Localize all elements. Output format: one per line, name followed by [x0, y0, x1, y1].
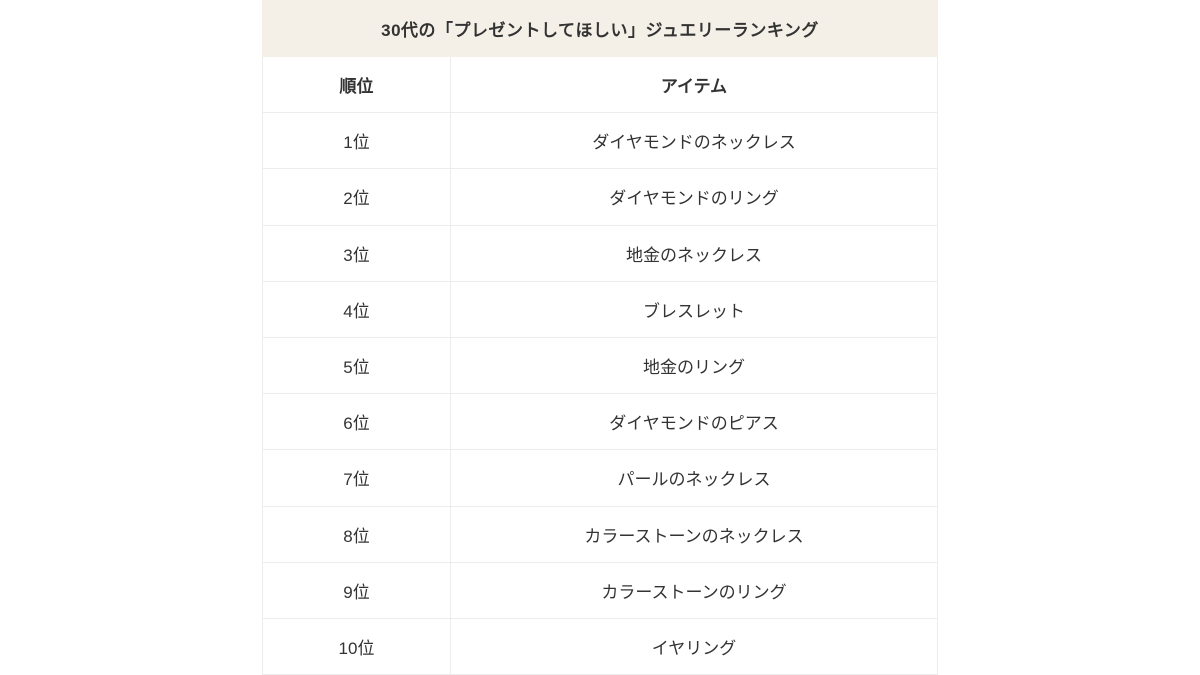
item-cell: イヤリング: [651, 638, 737, 658]
rank-cell: 4位: [263, 281, 451, 337]
table-row: 10位 イヤリング: [263, 618, 937, 675]
table-row: 4位 ブレスレット: [263, 281, 937, 338]
table-row: 5位 地金のリング: [263, 337, 937, 395]
table-row: 7位 パールのネックレス: [263, 450, 937, 507]
table-grid: 順位 アイテム 1位 ダイヤモンドのネックレス 2位 ダイヤモンドのリング 3位…: [262, 57, 938, 675]
rank-cell: 3位: [263, 225, 451, 281]
item-cell: カラーストーンのリング: [601, 582, 787, 602]
rank-cell: 8位: [263, 506, 451, 562]
item-cell: ブレスレット: [643, 301, 745, 321]
item-cell: ダイヤモンドのピアス: [609, 414, 779, 434]
rank-cell: 1位: [263, 113, 451, 169]
table-row: 8位 カラーストーンのネックレス: [263, 506, 937, 563]
item-cell: 地金のネックレス: [626, 245, 762, 265]
rank-cell: 2位: [263, 169, 451, 225]
item-cell: カラーストーンのネックレス: [584, 526, 804, 546]
table-row: 3位 地金のネックレス: [263, 225, 937, 282]
item-cell: パールのネックレス: [617, 470, 771, 490]
item-cell: 地金のリング: [643, 358, 745, 378]
table-row: 1位 ダイヤモンドのネックレス: [263, 113, 937, 170]
header-row: 順位 アイテム: [263, 57, 937, 114]
ranking-table: 30代の「プレゼントしてほしい」ジュエリーランキング 順位 アイテム 1位 ダイ…: [262, 0, 938, 675]
header-item: アイテム: [660, 77, 728, 97]
table-row: 2位 ダイヤモンドのリング: [263, 169, 937, 226]
table-row: 9位 カラーストーンのリング: [263, 562, 937, 619]
rank-cell: 9位: [263, 562, 451, 618]
rank-cell: 5位: [263, 337, 451, 394]
header-rank: 順位: [263, 57, 451, 113]
rank-cell: 10位: [263, 618, 451, 675]
rank-cell: 7位: [263, 450, 451, 506]
table-title: 30代の「プレゼントしてほしい」ジュエリーランキング: [262, 0, 938, 57]
table-row: 6位 ダイヤモンドのピアス: [263, 394, 937, 451]
item-cell: ダイヤモンドのネックレス: [592, 133, 796, 153]
item-cell: ダイヤモンドのリング: [609, 189, 779, 209]
rank-cell: 6位: [263, 394, 451, 450]
